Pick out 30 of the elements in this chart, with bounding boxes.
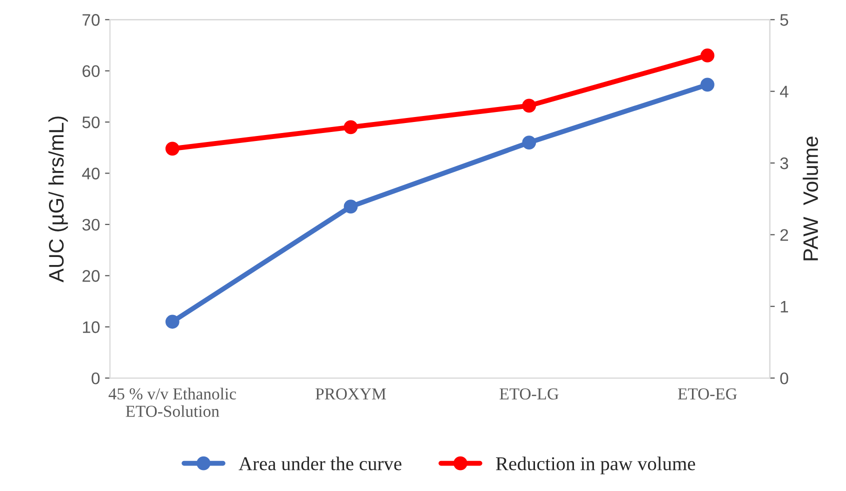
point: [344, 200, 358, 214]
y2-tick-label: 4: [780, 86, 788, 98]
y-tick-label: 50: [82, 116, 100, 128]
y-tick-label: 30: [82, 218, 100, 231]
point: [700, 78, 714, 92]
x-tick-label: 45 % v/v Ethanolic ETO-Solution: [108, 388, 236, 417]
x-tick-label: PROXYM: [316, 388, 386, 400]
y-axis-title: AUC (µG/ hrs/mL): [48, 116, 68, 282]
point: [522, 136, 536, 150]
y-tick-label: 10: [82, 321, 100, 334]
y2-tick-label: 2: [780, 229, 788, 241]
y-tick-label: 0: [92, 372, 100, 384]
point: [522, 98, 536, 113]
y2-tick-label: 0: [780, 372, 788, 384]
y2-tick-label: 3: [780, 157, 788, 170]
y2-tick-label: 1: [780, 300, 788, 312]
y2-axis-title: PAW Volume: [802, 136, 818, 260]
x-tick-label: ETO-LG: [500, 388, 559, 400]
x-tick-label: ETO-EG: [678, 388, 737, 400]
y2-tick-label: 5: [780, 14, 788, 26]
y-tick-label: 60: [82, 65, 100, 78]
point: [700, 48, 714, 62]
y-tick-label: 70: [82, 14, 100, 26]
legend-label: Reduction in paw volume: [496, 456, 696, 474]
point: [165, 142, 180, 156]
y-tick-label: 40: [82, 168, 100, 180]
y-tick-label: 20: [82, 270, 100, 282]
legend-label: Area under the curve: [238, 456, 402, 470]
point: [165, 314, 180, 329]
point: [344, 120, 358, 134]
